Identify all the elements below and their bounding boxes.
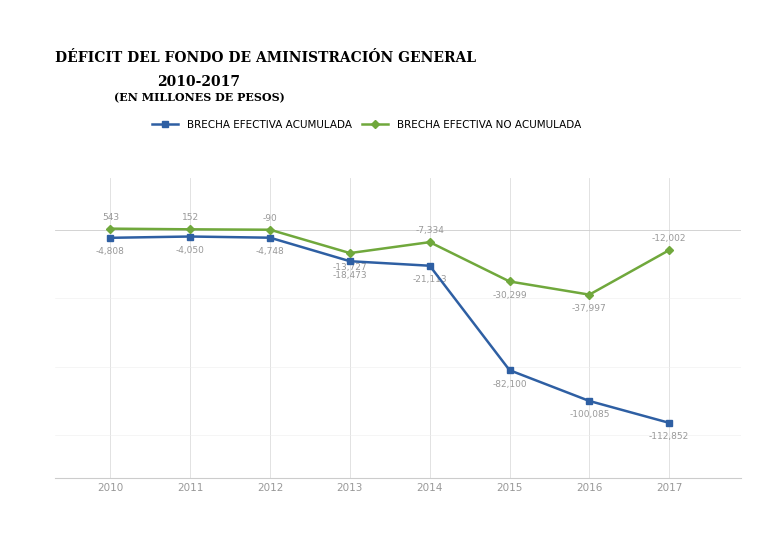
Text: DÉFICIT DEL FONDO DE AMINISTRACIÓN GENERAL: DÉFICIT DEL FONDO DE AMINISTRACIÓN GENER… — [55, 51, 476, 65]
Text: -7,334: -7,334 — [415, 226, 444, 235]
Legend: BRECHA EFECTIVA ACUMULADA, BRECHA EFECTIVA NO ACUMULADA: BRECHA EFECTIVA ACUMULADA, BRECHA EFECTI… — [148, 116, 585, 134]
Text: -4,050: -4,050 — [176, 246, 204, 255]
Text: -112,852: -112,852 — [649, 432, 690, 441]
Text: 152: 152 — [182, 213, 199, 222]
Text: -21,113: -21,113 — [413, 275, 447, 284]
Text: 2010-2017: 2010-2017 — [158, 75, 240, 89]
Text: -4,748: -4,748 — [256, 247, 285, 256]
Text: -18,473: -18,473 — [332, 271, 367, 280]
Text: -30,299: -30,299 — [492, 291, 526, 300]
Text: (EN MILLONES DE PESOS): (EN MILLONES DE PESOS) — [114, 92, 284, 103]
Text: 543: 543 — [102, 213, 119, 222]
Text: -12,002: -12,002 — [652, 234, 686, 244]
Text: -4,808: -4,808 — [96, 247, 125, 256]
Text: -100,085: -100,085 — [569, 410, 610, 420]
Text: -37,997: -37,997 — [572, 304, 607, 313]
Text: -82,100: -82,100 — [492, 380, 526, 389]
Text: -13,727: -13,727 — [332, 262, 367, 272]
Text: -90: -90 — [263, 214, 278, 223]
